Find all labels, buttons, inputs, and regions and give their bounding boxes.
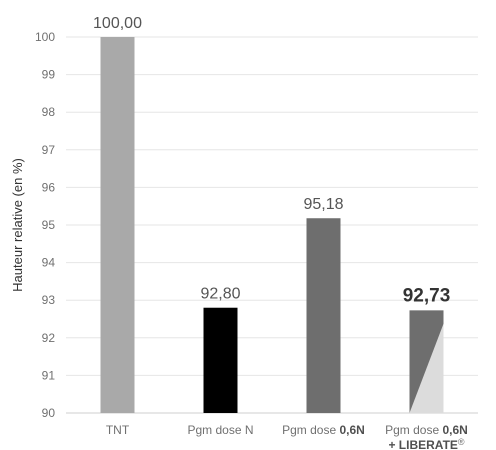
y-tick-label: 91 — [42, 368, 56, 382]
y-tick-label: 97 — [42, 143, 56, 157]
y-axis-label: Hauteur relative (en %) — [10, 158, 25, 292]
y-tick-label: 99 — [42, 68, 56, 82]
data-label: 92,73 — [403, 285, 451, 306]
y-tick-label: 92 — [42, 331, 56, 345]
data-label: 92,80 — [200, 286, 240, 303]
y-tick-label: 95 — [42, 218, 56, 232]
x-category-label: TNT — [106, 423, 130, 437]
y-tick-label: 93 — [42, 293, 56, 307]
y-tick-label: 100 — [35, 30, 55, 44]
x-category-label: Pgm dose 0,6N — [282, 423, 365, 437]
bar-accent — [409, 323, 444, 413]
x-category-label-line2: + LIBERATE® — [388, 437, 464, 450]
data-label: 100,00 — [93, 15, 142, 32]
bar — [306, 218, 341, 413]
x-axis-categories: TNT Pgm dose N Pgm dose 0,6N Pgm dose 0,6N+… — [106, 423, 468, 450]
bar — [100, 37, 135, 413]
grid-lines — [66, 36, 478, 414]
y-tick-label: 98 — [42, 105, 56, 119]
x-category-label: Pgm dose N — [187, 423, 253, 437]
bar — [203, 307, 238, 413]
x-category-label: Pgm dose 0,6N — [385, 423, 468, 437]
y-tick-label: 96 — [42, 180, 56, 194]
bars — [100, 37, 444, 413]
y-tick-label: 94 — [42, 256, 56, 270]
y-axis-ticks: 90 91 92 93 94 95 96 97 98 99 100 — [35, 30, 55, 420]
y-tick-label: 90 — [42, 406, 56, 420]
data-labels: 100,00 92,80 95,18 92,73 — [93, 15, 450, 306]
data-label: 95,18 — [303, 196, 343, 213]
